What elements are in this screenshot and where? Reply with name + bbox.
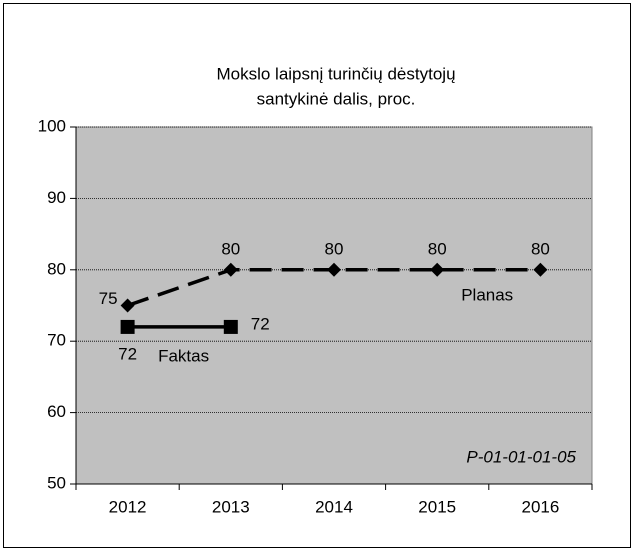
y-tick-label: 100 bbox=[38, 116, 66, 135]
data-label: 80 bbox=[221, 239, 240, 258]
annotation: P-01-01-01-05 bbox=[466, 447, 576, 466]
data-label: 72 bbox=[118, 344, 137, 363]
data-label: 80 bbox=[428, 239, 447, 258]
y-tick-label: 70 bbox=[47, 331, 66, 350]
marker bbox=[120, 319, 135, 334]
y-tick-label: 90 bbox=[47, 188, 66, 207]
x-tick-label: 2013 bbox=[212, 497, 250, 516]
marker bbox=[223, 262, 238, 277]
marker bbox=[430, 262, 445, 277]
plot-area bbox=[75, 126, 593, 485]
data-label: 80 bbox=[531, 239, 550, 258]
chart-title: santykinė dalis, proc. bbox=[257, 89, 416, 108]
x-tick-label: 2014 bbox=[315, 497, 353, 516]
data-label: 80 bbox=[325, 239, 344, 258]
y-tick-label: 80 bbox=[47, 259, 66, 278]
marker bbox=[120, 298, 135, 313]
x-tick-label: 2015 bbox=[418, 497, 456, 516]
marker bbox=[223, 319, 238, 334]
data-label: 75 bbox=[99, 289, 118, 308]
series-label: Planas bbox=[461, 285, 513, 304]
y-tick-label: 60 bbox=[47, 402, 66, 421]
series-label: Faktas bbox=[158, 346, 209, 365]
marker bbox=[327, 262, 341, 277]
data-label: 72 bbox=[251, 314, 270, 333]
chart-title: Mokslo laipsnį turinčių dėstytojų bbox=[216, 64, 455, 83]
marker bbox=[533, 262, 548, 277]
x-tick-label: 2012 bbox=[109, 497, 147, 516]
x-tick-label: 2016 bbox=[521, 497, 559, 516]
y-tick-label: 50 bbox=[47, 473, 66, 492]
